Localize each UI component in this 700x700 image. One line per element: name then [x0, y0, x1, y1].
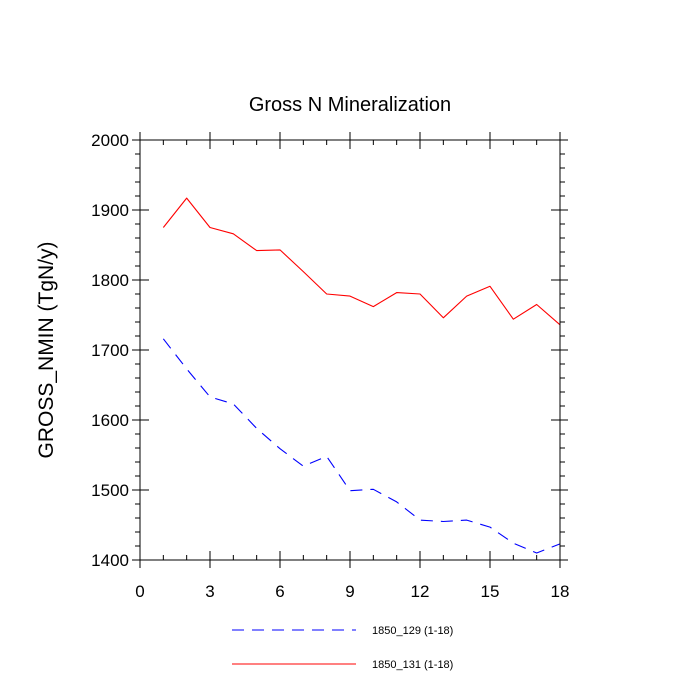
minor-ticks — [135, 140, 565, 560]
x-tick-label: 18 — [551, 582, 570, 601]
y-tick-label: 1600 — [91, 411, 129, 430]
series-lines — [162, 197, 561, 554]
legend-label-1: 1850_129 (1-18) — [372, 625, 453, 637]
x-tick-label: 0 — [135, 582, 144, 601]
y-tick-label: 1700 — [91, 341, 129, 360]
y-tick-label: 2000 — [91, 131, 129, 150]
x-tick-label: 6 — [275, 582, 284, 601]
series-line-1 — [162, 338, 561, 554]
series-line-2 — [162, 197, 561, 326]
major-ticks — [132, 132, 568, 568]
y-tick-label: 1400 — [91, 551, 129, 570]
y-tick-label: 1800 — [91, 271, 129, 290]
plot-frame — [139, 139, 561, 561]
x-tick-label: 9 — [345, 582, 354, 601]
y-tick-labels: 1400 1500 1600 1700 1800 1900 2000 — [91, 131, 129, 570]
chart-title: Gross N Mineralization — [249, 94, 451, 116]
y-tick-label: 1900 — [91, 201, 129, 220]
x-tick-label: 12 — [411, 582, 430, 601]
legend: 1850_129 (1-18) 1850_131 (1-18) — [232, 625, 453, 671]
x-tick-label: 3 — [205, 582, 214, 601]
legend-label-2: 1850_131 (1-18) — [372, 659, 453, 671]
y-tick-label: 1500 — [91, 481, 129, 500]
x-tick-labels: 0 3 6 9 12 15 18 — [135, 582, 569, 601]
y-axis-label: GROSS_NMIN (TgN/y) — [35, 241, 58, 458]
x-tick-label: 15 — [481, 582, 500, 601]
